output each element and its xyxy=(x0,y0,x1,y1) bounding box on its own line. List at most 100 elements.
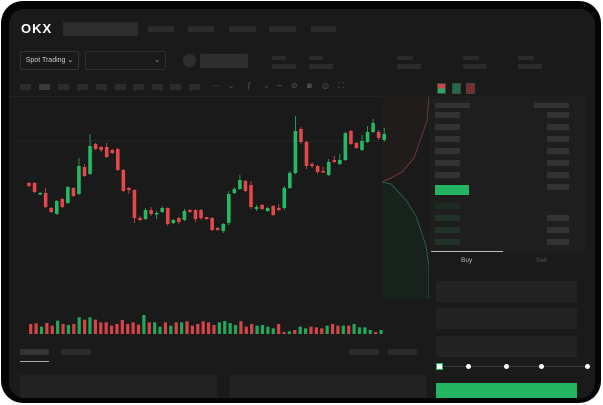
candle xyxy=(321,167,325,173)
volume-bar xyxy=(174,322,178,334)
candle-body xyxy=(321,171,325,173)
volume-bar xyxy=(223,321,227,334)
slider-stop-75[interactable] xyxy=(539,364,544,369)
tab-buy[interactable]: Buy xyxy=(461,257,473,264)
candle xyxy=(88,134,92,175)
candle xyxy=(82,164,87,177)
candle-body xyxy=(338,160,342,164)
candle-body xyxy=(349,131,353,144)
volume-bar xyxy=(379,330,383,334)
candle xyxy=(304,141,309,169)
interval-button-active[interactable] xyxy=(39,84,50,90)
volume-bar xyxy=(374,332,378,334)
volume-bar xyxy=(271,328,275,334)
line-tool-icon[interactable]: ∼ xyxy=(276,81,283,90)
market-type-dropdown[interactable]: Spot Trading ⌄ xyxy=(20,51,79,70)
interval-button[interactable] xyxy=(20,84,31,90)
interval-button[interactable] xyxy=(58,84,69,90)
orderbook-bids-icon[interactable] xyxy=(452,83,461,94)
stat-value xyxy=(397,64,421,69)
candle-body xyxy=(193,210,198,219)
candle xyxy=(243,180,248,192)
tab-order-history[interactable] xyxy=(61,349,91,355)
interval-button[interactable] xyxy=(115,84,126,90)
candle-body xyxy=(360,141,364,150)
volume-bar xyxy=(83,319,87,334)
interval-button[interactable] xyxy=(152,84,163,90)
chevron-down-icon[interactable]: ⌄ xyxy=(263,81,270,90)
orderbook-both-icon[interactable] xyxy=(437,83,446,94)
candle-body xyxy=(227,194,231,223)
fullscreen-icon[interactable]: ⛶ xyxy=(338,81,344,90)
bid-amount xyxy=(547,215,569,221)
pair-select[interactable]: ⌄ xyxy=(85,51,166,70)
price-input[interactable] xyxy=(436,281,577,302)
nav-item[interactable] xyxy=(188,26,214,32)
tab-sell[interactable]: Sell xyxy=(536,257,547,264)
bid-amount xyxy=(547,239,569,245)
candle xyxy=(288,171,292,189)
volume-bar xyxy=(255,325,259,334)
last-price xyxy=(435,185,469,195)
slider-stop-50[interactable] xyxy=(504,364,509,369)
filter-button[interactable] xyxy=(388,349,417,355)
volume-bar xyxy=(29,324,33,334)
okx-logo[interactable]: OKX xyxy=(21,21,53,36)
candle-body xyxy=(93,144,98,149)
candle-body xyxy=(138,218,142,220)
candle xyxy=(338,154,342,165)
amount-slider-handle[interactable] xyxy=(436,363,443,370)
interval-button[interactable] xyxy=(96,84,107,90)
candle-body xyxy=(243,181,248,191)
candle xyxy=(365,126,370,143)
nav-item[interactable] xyxy=(148,26,174,32)
volume-bar xyxy=(109,325,114,334)
total-input[interactable] xyxy=(436,336,577,357)
nav-item[interactable] xyxy=(311,26,336,32)
amount-slider-track[interactable] xyxy=(440,366,590,367)
candle-body xyxy=(238,180,242,189)
assets-panel xyxy=(230,375,426,398)
candle xyxy=(221,223,226,233)
interval-button[interactable] xyxy=(170,84,181,90)
interval-button[interactable] xyxy=(77,84,88,90)
tab-open-orders[interactable] xyxy=(20,349,49,355)
volume-bar xyxy=(185,321,189,334)
candle-body xyxy=(232,189,237,193)
amount-input[interactable] xyxy=(436,308,577,329)
candle xyxy=(27,182,31,187)
candlestick-chart[interactable] xyxy=(16,96,429,349)
draw-tool-icon[interactable]: ⊘ xyxy=(291,81,298,90)
indicator-icon[interactable]: ƒ xyxy=(247,81,252,90)
nav-item[interactable] xyxy=(269,26,296,32)
candle-body xyxy=(60,199,65,207)
buy-button[interactable] xyxy=(436,383,577,398)
slider-stop-100[interactable] xyxy=(585,364,590,369)
camera-icon[interactable]: ◙ xyxy=(307,81,312,90)
volume-bar xyxy=(136,324,141,334)
candle-body xyxy=(343,133,348,160)
interval-button[interactable] xyxy=(189,84,200,90)
volume-bar xyxy=(88,317,92,334)
orderbook-header-amount xyxy=(534,103,569,108)
candle xyxy=(382,128,386,142)
search-bar[interactable] xyxy=(63,22,138,36)
candle xyxy=(276,204,281,211)
chart-type-icon[interactable]: ⋯ xyxy=(212,81,220,90)
interval-button[interactable] xyxy=(133,84,144,90)
divider xyxy=(9,96,429,97)
candle xyxy=(299,127,303,144)
slider-stop-25[interactable] xyxy=(466,364,471,369)
orderbook-header-price xyxy=(435,103,470,108)
chevron-down-icon[interactable]: ⌄ xyxy=(228,81,235,90)
candle-body xyxy=(332,160,337,162)
orderbook-asks-icon[interactable] xyxy=(466,83,475,94)
volume-bar xyxy=(115,324,119,334)
volume-bar xyxy=(61,324,65,334)
nav-item[interactable] xyxy=(229,26,256,32)
filter-button[interactable] xyxy=(349,349,379,355)
settings-icon[interactable]: ◎ xyxy=(322,81,329,90)
candle-body xyxy=(121,170,126,191)
app-screen: OKX Spot Trading ⌄ ⌄ ⋯ ⌄ ƒ ⌄ ∼ ⊘ ◙ ◎ ⛶ xyxy=(9,9,595,398)
